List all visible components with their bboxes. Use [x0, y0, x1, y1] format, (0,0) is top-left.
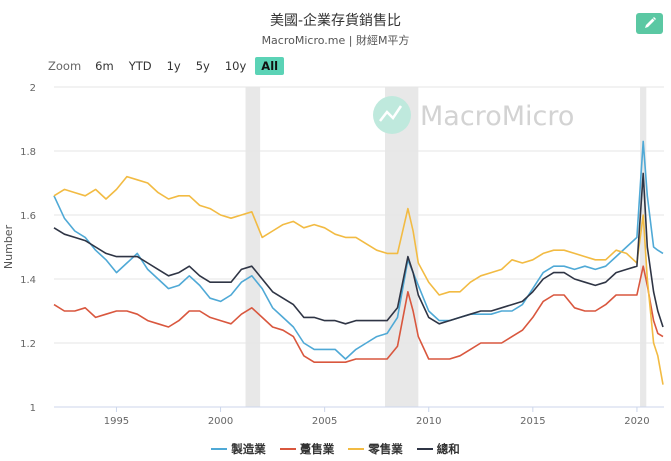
watermark: MacroMicro [373, 96, 574, 134]
series-line-wholesale [53, 265, 664, 363]
zoom-all-button[interactable]: All [255, 57, 285, 75]
legend-item-wholesale[interactable]: 躉售業 [279, 441, 335, 457]
legend: 製造業 躉售業 零售業 總和 [0, 441, 671, 457]
legend-label: 零售業 [368, 442, 403, 456]
legend-label: 總和 [436, 442, 460, 456]
series-line-total [53, 172, 664, 328]
series-lines [53, 140, 664, 385]
chart-title: 美國-企業存貨銷售比 [269, 13, 402, 29]
y-tick-label: 1 [30, 403, 36, 414]
legend-label: 躉售業 [299, 442, 335, 456]
x-tick-label: 1995 [104, 416, 129, 427]
y-tick-label: 2 [30, 83, 36, 94]
legend-swatch [348, 448, 365, 450]
x-tick-label: 2015 [520, 416, 545, 427]
legend-label: 製造業 [231, 442, 266, 456]
x-tick-label: 2010 [416, 416, 441, 427]
legend-item-total[interactable]: 總和 [416, 441, 460, 457]
chart-subtitle: MacroMicro.me | 財經M平方 [261, 34, 410, 47]
y-tick-label: 1.4 [20, 275, 36, 286]
zoom-ytd-button[interactable]: YTD [128, 59, 152, 73]
y-tick-label: 1.2 [20, 339, 36, 350]
axes: 1 1.2 1.4 1.6 1.8 2 1995 2000 2005 2010 2015 2020 [20, 83, 664, 427]
y-tick-label: 1.8 [20, 147, 36, 158]
legend-item-retail[interactable]: 零售業 [348, 441, 403, 457]
zoom-5y-button[interactable]: 5y [195, 59, 210, 73]
y-tick-label: 1.6 [20, 211, 36, 222]
legend-swatch [279, 448, 296, 450]
series-line-manufacturing [53, 140, 664, 360]
x-tick-label: 2005 [312, 416, 337, 427]
recession-band [385, 87, 419, 407]
legend-item-manufacturing[interactable]: 製造業 [211, 441, 266, 457]
watermark-logo-icon [373, 96, 411, 134]
zoom-10y-button[interactable]: 10y [224, 59, 247, 73]
edit-button[interactable] [636, 13, 663, 34]
recession-band [245, 87, 261, 407]
zoom-1y-button[interactable]: 1y [166, 59, 181, 73]
x-tick-label: 2000 [208, 416, 233, 427]
recession-band [640, 87, 647, 407]
zoom-label: Zoom [48, 59, 82, 73]
legend-swatch [416, 448, 433, 450]
zoom-6m-button[interactable]: 6m [95, 59, 114, 73]
chart-area: MacroMicro 1 1.2 1.4 1.6 1.8 2 1995 2000 2005 201… [2, 83, 664, 427]
series-line-retail [53, 175, 664, 385]
x-tick-label: 2020 [624, 416, 649, 427]
y-axis-label: Number [2, 224, 15, 269]
zoom-control: Zoom 6m YTD 1y 5y 10y All [48, 56, 287, 76]
legend-swatch [211, 448, 228, 450]
watermark-text: MacroMicro [420, 101, 574, 132]
pencil-icon [645, 17, 656, 28]
